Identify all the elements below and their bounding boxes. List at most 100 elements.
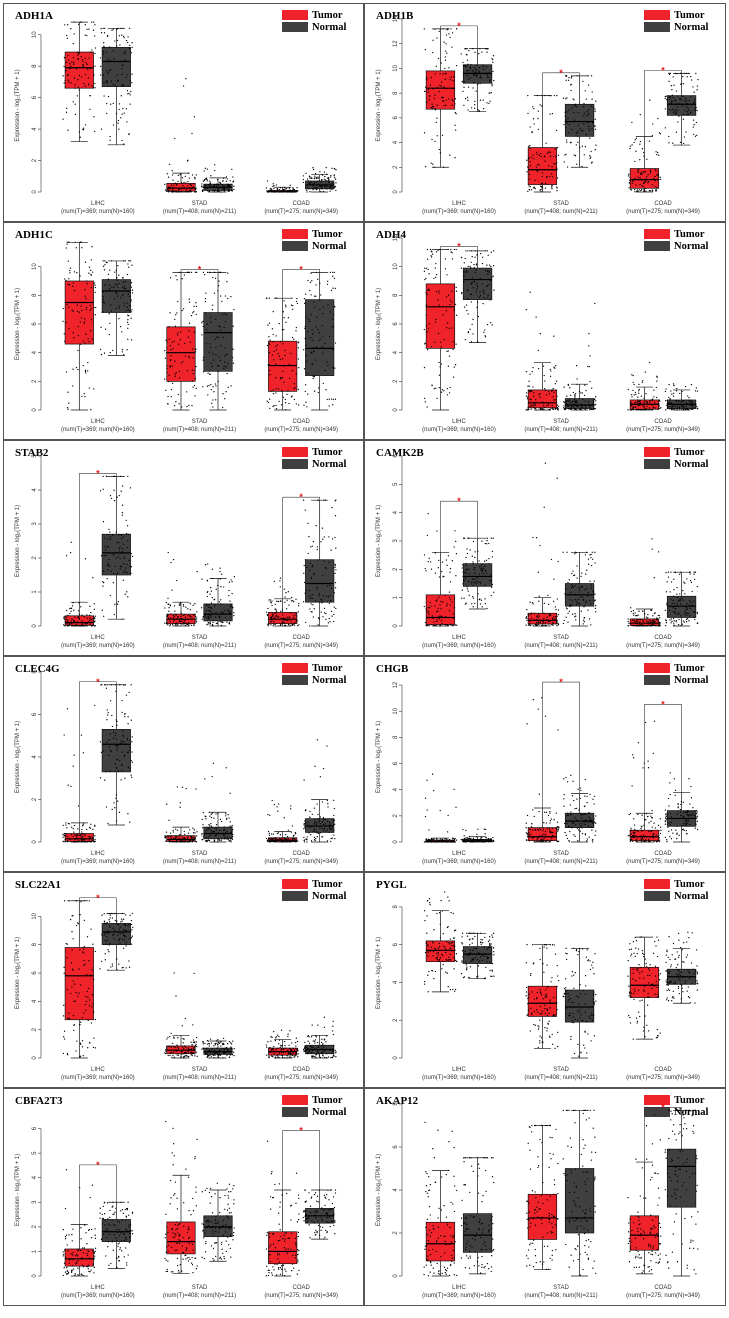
sample-point [94, 314, 96, 316]
sample-point [428, 613, 430, 615]
sample-point [217, 370, 219, 373]
sample-point [117, 265, 119, 267]
sample-point [426, 616, 428, 619]
sample-point [266, 611, 268, 613]
sample-point [267, 614, 269, 617]
sample-point [554, 606, 557, 608]
sample-point [171, 170, 173, 172]
sample-point [102, 291, 104, 293]
sample-point [324, 186, 327, 188]
sample-point [574, 395, 576, 397]
sample-point [305, 344, 308, 347]
sample-point [674, 72, 676, 75]
sample-point [295, 618, 298, 620]
sample-point [75, 841, 77, 843]
sample-point [304, 509, 307, 511]
sample-point [696, 390, 699, 392]
sample-point [274, 603, 276, 606]
sample-point [544, 388, 546, 390]
sample-point [315, 524, 317, 527]
sample-point [94, 82, 96, 85]
y-tick-label: 0 [393, 190, 399, 194]
sample-point [287, 390, 289, 392]
sample-point [225, 366, 227, 368]
sample-point [445, 99, 447, 102]
sample-point [334, 536, 336, 539]
sample-point [430, 624, 432, 626]
sample-point [102, 521, 105, 523]
sample-point [493, 79, 495, 82]
sample-point [75, 68, 77, 70]
sample-point [486, 543, 488, 545]
sample-point [91, 85, 93, 87]
sample-point [303, 572, 305, 574]
sample-point [484, 598, 486, 600]
sample-point [427, 88, 430, 91]
sample-point [684, 613, 686, 616]
y-tick-label: 6 [32, 322, 38, 326]
sample-point [113, 613, 115, 616]
sample-point [465, 304, 468, 306]
sample-point [592, 590, 594, 592]
sample-point [123, 143, 125, 145]
sample-point [321, 173, 323, 176]
sample-point [587, 75, 589, 77]
sample-point [207, 828, 209, 830]
sample-point [269, 601, 272, 603]
sample-point [230, 837, 232, 839]
sample-point [471, 581, 473, 583]
sample-point [644, 613, 646, 615]
sample-point [639, 184, 641, 186]
sample-point [191, 840, 194, 842]
sample-point [654, 620, 656, 622]
sample-point [193, 829, 196, 831]
sample-point [468, 49, 470, 52]
sample-point [93, 625, 96, 627]
sample-point [565, 79, 567, 81]
y-tick-label: 10 [393, 263, 399, 270]
sample-point [427, 606, 429, 609]
sample-point [423, 270, 426, 272]
sample-point [76, 304, 78, 306]
sample-point [472, 595, 474, 598]
sample-point [645, 178, 647, 180]
sample-point [90, 21, 93, 23]
sample-point [127, 291, 129, 293]
sample-point [563, 386, 565, 388]
sample-point [696, 612, 699, 615]
sample-point [434, 552, 436, 554]
sample-point [687, 109, 690, 111]
sample-point [195, 387, 197, 389]
sample-point [437, 249, 439, 252]
sample-point [129, 94, 131, 96]
sample-point [664, 108, 666, 110]
sample-point [564, 593, 566, 595]
sample-point [102, 27, 104, 30]
sample-point [451, 252, 453, 254]
sample-point [170, 561, 172, 564]
sample-point [318, 180, 320, 182]
sample-point [466, 59, 469, 61]
sample-point [672, 76, 674, 78]
sample-point [436, 598, 438, 600]
sample-point [329, 185, 332, 188]
sample-point [285, 187, 288, 190]
sample-point [93, 608, 96, 610]
sample-point [432, 51, 434, 54]
sample-point [693, 573, 695, 575]
sample-point [115, 820, 118, 822]
sample-point [685, 399, 687, 401]
sample-point [335, 547, 337, 549]
sample-point [428, 625, 430, 627]
sample-point [463, 86, 465, 88]
sample-point [103, 42, 105, 44]
sample-point [335, 182, 337, 184]
sample-point [487, 294, 489, 296]
sample-point [641, 148, 644, 150]
sample-point [567, 582, 569, 584]
sample-point [431, 615, 433, 617]
sample-point [271, 328, 274, 330]
sample-point [633, 383, 635, 386]
sample-point [322, 616, 324, 618]
sample-point [679, 603, 682, 605]
